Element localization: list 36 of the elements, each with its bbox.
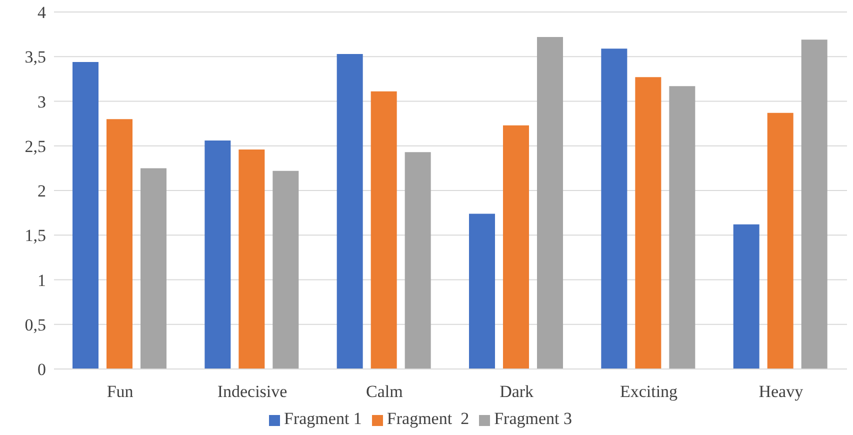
bar (106, 119, 133, 369)
bar (669, 86, 696, 369)
x-tick-label: Dark (500, 382, 534, 402)
bar (140, 168, 167, 369)
x-tick-label: Calm (366, 382, 403, 402)
bar (733, 224, 760, 369)
bar (601, 48, 628, 369)
y-tick-label: 3 (38, 92, 46, 112)
bar (370, 91, 397, 369)
bar (801, 40, 828, 369)
y-tick-label: 4 (38, 3, 46, 22)
y-tick-label: 3,5 (24, 48, 46, 67)
y-tick-label: 1,5 (24, 226, 46, 246)
y-tick-label: 1 (38, 270, 46, 290)
bar (767, 112, 794, 369)
bar (272, 170, 299, 369)
legend-label: Fragment 1 (284, 409, 362, 428)
bar (469, 214, 496, 369)
x-tick-label: Indecisive (217, 382, 288, 402)
bar (635, 77, 662, 369)
bar (537, 36, 564, 369)
y-tick-label: 2 (38, 182, 46, 201)
bar (503, 125, 530, 369)
bar (404, 152, 431, 369)
x-tick-label: Heavy (758, 382, 804, 402)
y-tick-label: 0 (38, 360, 46, 380)
x-tick-label: Fun (106, 382, 134, 402)
bar (238, 149, 265, 369)
y-tick-label: 2,5 (24, 136, 46, 156)
bar (336, 54, 363, 369)
x-tick-label: Exciting (620, 382, 678, 402)
legend-label: Fragment 3 (494, 409, 572, 428)
bar (204, 140, 231, 369)
bar (72, 62, 99, 369)
y-tick-label: 0,5 (24, 315, 46, 334)
legend-label: Fragment 2 (386, 409, 470, 428)
